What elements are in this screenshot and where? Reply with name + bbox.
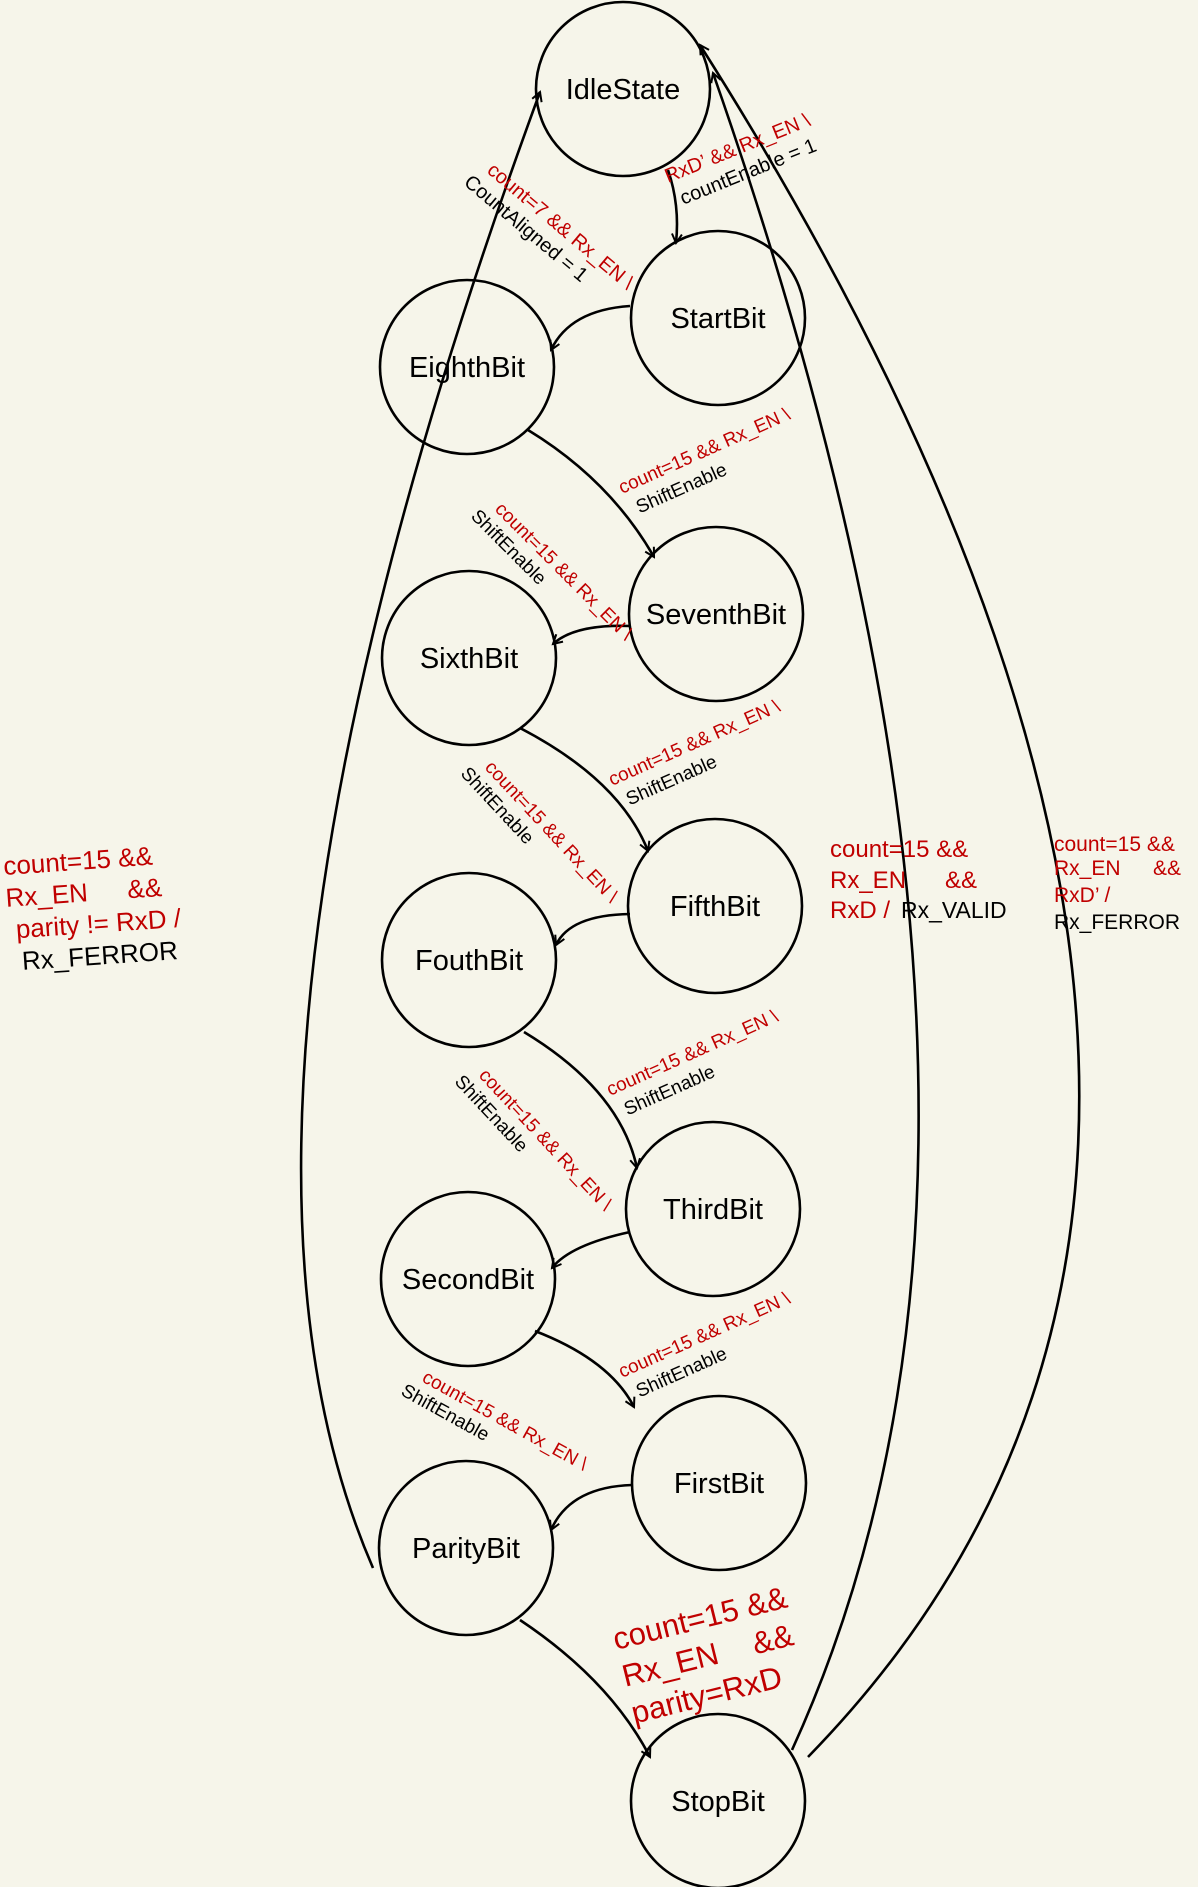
- state-start: StartBit: [631, 231, 805, 405]
- edge-parity-to-idle: [301, 92, 540, 1568]
- label-stop-idle-valid-line2: Rx_EN: [830, 867, 906, 894]
- label-stop-idle-error-action: Rx_FERROR: [1054, 911, 1180, 934]
- state-sixth: SixthBit: [382, 571, 556, 745]
- edge-start-to-eighth: [551, 306, 630, 350]
- label-parity-idle-line2b: &&: [126, 872, 163, 904]
- state-stop-label: StopBit: [671, 1786, 765, 1818]
- state-start-label: StartBit: [670, 303, 765, 335]
- label-stop-idle-valid-line1: count=15 &&: [830, 836, 968, 863]
- edge-fifth-to-fourth: [556, 914, 630, 945]
- label-stop-idle-error-line3: RxD’ /: [1054, 884, 1111, 907]
- state-second-label: SecondBit: [402, 1264, 534, 1296]
- state-seventh: SeventhBit: [629, 527, 803, 701]
- state-third-label: ThirdBit: [663, 1194, 763, 1226]
- label-parity-stop-line2b: &&: [748, 1617, 797, 1661]
- state-seventh-label: SeventhBit: [646, 599, 786, 631]
- label-stop-idle-valid-line3: RxD /: [830, 897, 890, 924]
- state-parity-label: ParityBit: [412, 1533, 520, 1565]
- state-idle-label: IdleState: [566, 74, 680, 106]
- label-first-parity: count=15 && Rx_EN \ ShiftEnable: [397, 1361, 591, 1495]
- state-eighth-label: EighthBit: [409, 352, 525, 384]
- label-third-second: count=15 && Rx_EN \ ShiftEnable: [450, 1056, 617, 1230]
- state-fifth: FifthBit: [628, 819, 802, 993]
- label-seventh-sixth-condition: count=15 && Rx_EN \: [490, 499, 636, 645]
- state-first: FirstBit: [632, 1396, 806, 1570]
- label-fifth-fourth: count=15 && Rx_EN \ ShiftEnable: [456, 748, 623, 922]
- label-parity-idle: count=15 && Rx_EN && parity != RxD / Rx_…: [2, 839, 185, 977]
- label-stop-idle-error-line2b: &&: [1153, 857, 1181, 880]
- label-start-eighth: count=7 && Rx_EN \ CountAligned = 1: [460, 153, 639, 313]
- state-fourth: FouthBit: [382, 873, 556, 1047]
- label-stop-idle-valid: count=15 && Rx_EN && RxD / Rx_VALID: [830, 836, 1007, 924]
- edge-first-to-parity: [551, 1485, 632, 1530]
- label-parity-stop: count=15 && Rx_EN && parity=RxD: [609, 1580, 809, 1731]
- label-fourth-third: count=15 && Rx_EN \ ShiftEnable: [603, 1006, 792, 1124]
- state-sixth-label: SixthBit: [420, 643, 518, 675]
- state-second: SecondBit: [381, 1192, 555, 1366]
- edge-third-to-second: [552, 1232, 630, 1268]
- label-stop-idle-valid-action: Rx_VALID: [901, 897, 1007, 923]
- label-stop-idle-valid-line2b: &&: [945, 867, 977, 894]
- state-third: ThirdBit: [626, 1122, 800, 1296]
- state-fifth-label: FifthBit: [670, 891, 760, 923]
- label-fifth-fourth-condition: count=15 && Rx_EN \: [480, 757, 622, 907]
- state-stop: StopBit: [631, 1714, 805, 1887]
- label-stop-idle-error-line2: Rx_EN: [1054, 857, 1121, 880]
- state-idle: IdleState: [536, 2, 710, 176]
- state-first-label: FirstBit: [674, 1468, 764, 1500]
- label-sixth-fifth: count=15 && Rx_EN \ ShiftEnable: [605, 696, 794, 814]
- state-fourth-label: FouthBit: [415, 945, 523, 977]
- label-parity-idle-line2: Rx_EN: [5, 877, 89, 913]
- label-second-first: count=15 && Rx_EN \ ShiftEnable: [615, 1288, 804, 1406]
- state-parity: ParityBit: [379, 1461, 553, 1635]
- label-eighth-seventh: count=15 && Rx_EN \ ShiftEnable: [615, 404, 804, 522]
- label-stop-idle-error-line1: count=15 &&: [1054, 833, 1175, 856]
- label-stop-idle-error: count=15 && Rx_EN && RxD’ / Rx_FERROR: [1054, 833, 1181, 934]
